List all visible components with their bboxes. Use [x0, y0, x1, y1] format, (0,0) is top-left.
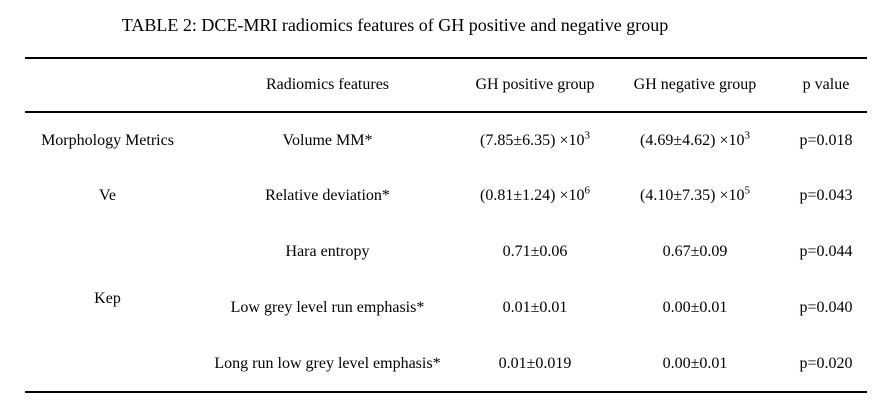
value-base: (4.69±4.62) ×10: [640, 131, 745, 149]
value-base: 0.67±0.09: [662, 243, 728, 260]
cell-p-value: p=0.044: [799, 243, 853, 260]
table-row-low-grey-level-run-emphasis: Low grey level run emphasis* 0.01±0.01 0…: [25, 280, 867, 336]
value-base: 0.71±0.06: [502, 243, 568, 260]
value-exponent: 3: [744, 129, 750, 142]
cell-p-value: p=0.040: [799, 299, 853, 316]
col-header-radiomics-features: Radiomics features: [190, 58, 465, 113]
value-base: 0.01±0.01: [502, 299, 568, 316]
cell-gh-negative: (4.69±4.62) ×103: [605, 112, 785, 168]
cell-gh-negative: 0.00±0.01: [605, 280, 785, 336]
cell-gh-positive: (0.81±1.24) ×106: [465, 168, 605, 224]
cell-feature: Hara entropy: [285, 243, 370, 260]
cell-gh-positive: 0.01±0.019: [465, 336, 605, 392]
cell-feature: Long run low grey level emphasis*: [214, 354, 441, 372]
value-exponent: 3: [584, 129, 590, 142]
cell-gh-positive: (7.85±6.35) ×103: [465, 112, 605, 168]
value-exponent: 6: [584, 184, 590, 197]
cell-gh-positive: 0.01±0.01: [465, 280, 605, 336]
group-label-kep: Kep: [94, 289, 121, 307]
cell-gh-negative: 0.00±0.01: [605, 336, 785, 392]
cell-group-morphology-metrics: Morphology Metrics: [41, 131, 174, 149]
value-base: (7.85±6.35) ×10: [480, 131, 585, 149]
cell-p-value: p=0.043: [799, 187, 853, 204]
cell-group-kep: Kep: [25, 224, 190, 392]
table-title: TABLE 2: DCE-MRI radiomics features of G…: [121, 15, 669, 35]
cell-gh-negative: 0.67±0.09: [605, 224, 785, 280]
cell-feature: Volume MM*: [282, 131, 373, 149]
value-base: 0.00±0.01: [662, 354, 728, 372]
value-base: 0.01±0.019: [498, 354, 572, 372]
cell-gh-positive: 0.71±0.06: [465, 224, 605, 280]
header-row: Radiomics features GH positive group GH …: [25, 58, 867, 113]
cell-feature: Low grey level run emphasis*: [230, 299, 425, 316]
table-row-relative-deviation: Ve Relative deviation* (0.81±1.24) ×106 …: [25, 168, 867, 224]
value-base: (4.10±7.35) ×10: [640, 187, 745, 204]
col-header-gh-positive: GH positive group: [465, 58, 605, 113]
col-header-gh-negative: GH negative group: [605, 58, 785, 113]
cell-feature: Relative deviation*: [265, 187, 390, 204]
cell-p-value: p=0.020: [799, 354, 853, 372]
table-header: Radiomics features GH positive group GH …: [25, 58, 867, 113]
col-header-group: [25, 58, 190, 113]
table-row-long-run-low-grey-level-emphasis: Long run low grey level emphasis* 0.01±0…: [25, 336, 867, 392]
value-exponent: 5: [744, 184, 750, 197]
table-row-hara-entropy: Kep Hara entropy 0.71±0.06 0.67±0.09 p=0…: [25, 224, 867, 307]
table-row-volume: Morphology Metrics Volume MM* (7.85±6.35…: [25, 112, 867, 168]
cell-gh-negative: (4.10±7.35) ×105: [605, 168, 785, 224]
value-base: 0.00±0.01: [662, 299, 728, 316]
radiomics-table: Radiomics features GH positive group GH …: [25, 57, 867, 393]
cell-group-ve: Ve: [99, 187, 116, 204]
value-base: (0.81±1.24) ×10: [480, 187, 585, 204]
table-body: Morphology Metrics Volume MM* (7.85±6.35…: [25, 112, 867, 392]
col-header-p-value: p value: [785, 58, 867, 113]
cell-p-value: p=0.018: [799, 131, 853, 149]
